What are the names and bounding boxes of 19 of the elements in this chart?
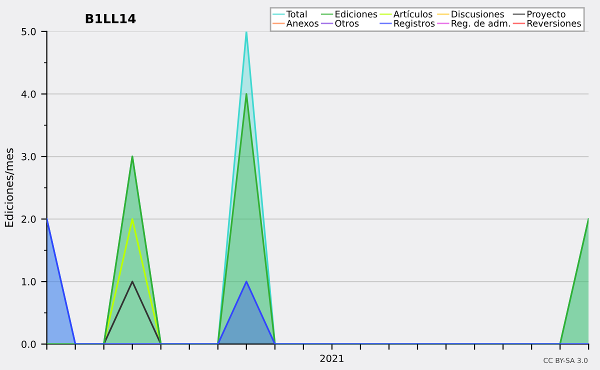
- legend-label: Discusiones: [452, 10, 504, 18]
- legend-label: Proyecto: [528, 10, 566, 20]
- legend-label: Reversiones: [528, 20, 581, 27]
- legend-label: Ediciones: [336, 10, 378, 18]
- legend-label: Total: [286, 10, 307, 18]
- y-tick-label: 4.0: [21, 90, 36, 98]
- y-tick-label: 1.0: [22, 278, 36, 286]
- legend-label: Reg. de adm.: [452, 20, 510, 28]
- y-axis-title: Ediciones/mes: [4, 148, 14, 227]
- legend-label: Otros: [335, 20, 359, 27]
- chart-title: B1LL14: [86, 14, 136, 24]
- legend-label: Artículos: [393, 10, 432, 18]
- y-tick-label: 0.0: [22, 340, 36, 348]
- x-tick-label: 2021: [320, 354, 344, 362]
- y-tick-label: 2.0: [22, 216, 36, 223]
- y-tick-label: 5.0: [22, 28, 36, 36]
- legend-label: Registros: [394, 20, 435, 28]
- legend-label: Anexos: [286, 20, 318, 27]
- y-tick-label: 3.0: [22, 152, 36, 160]
